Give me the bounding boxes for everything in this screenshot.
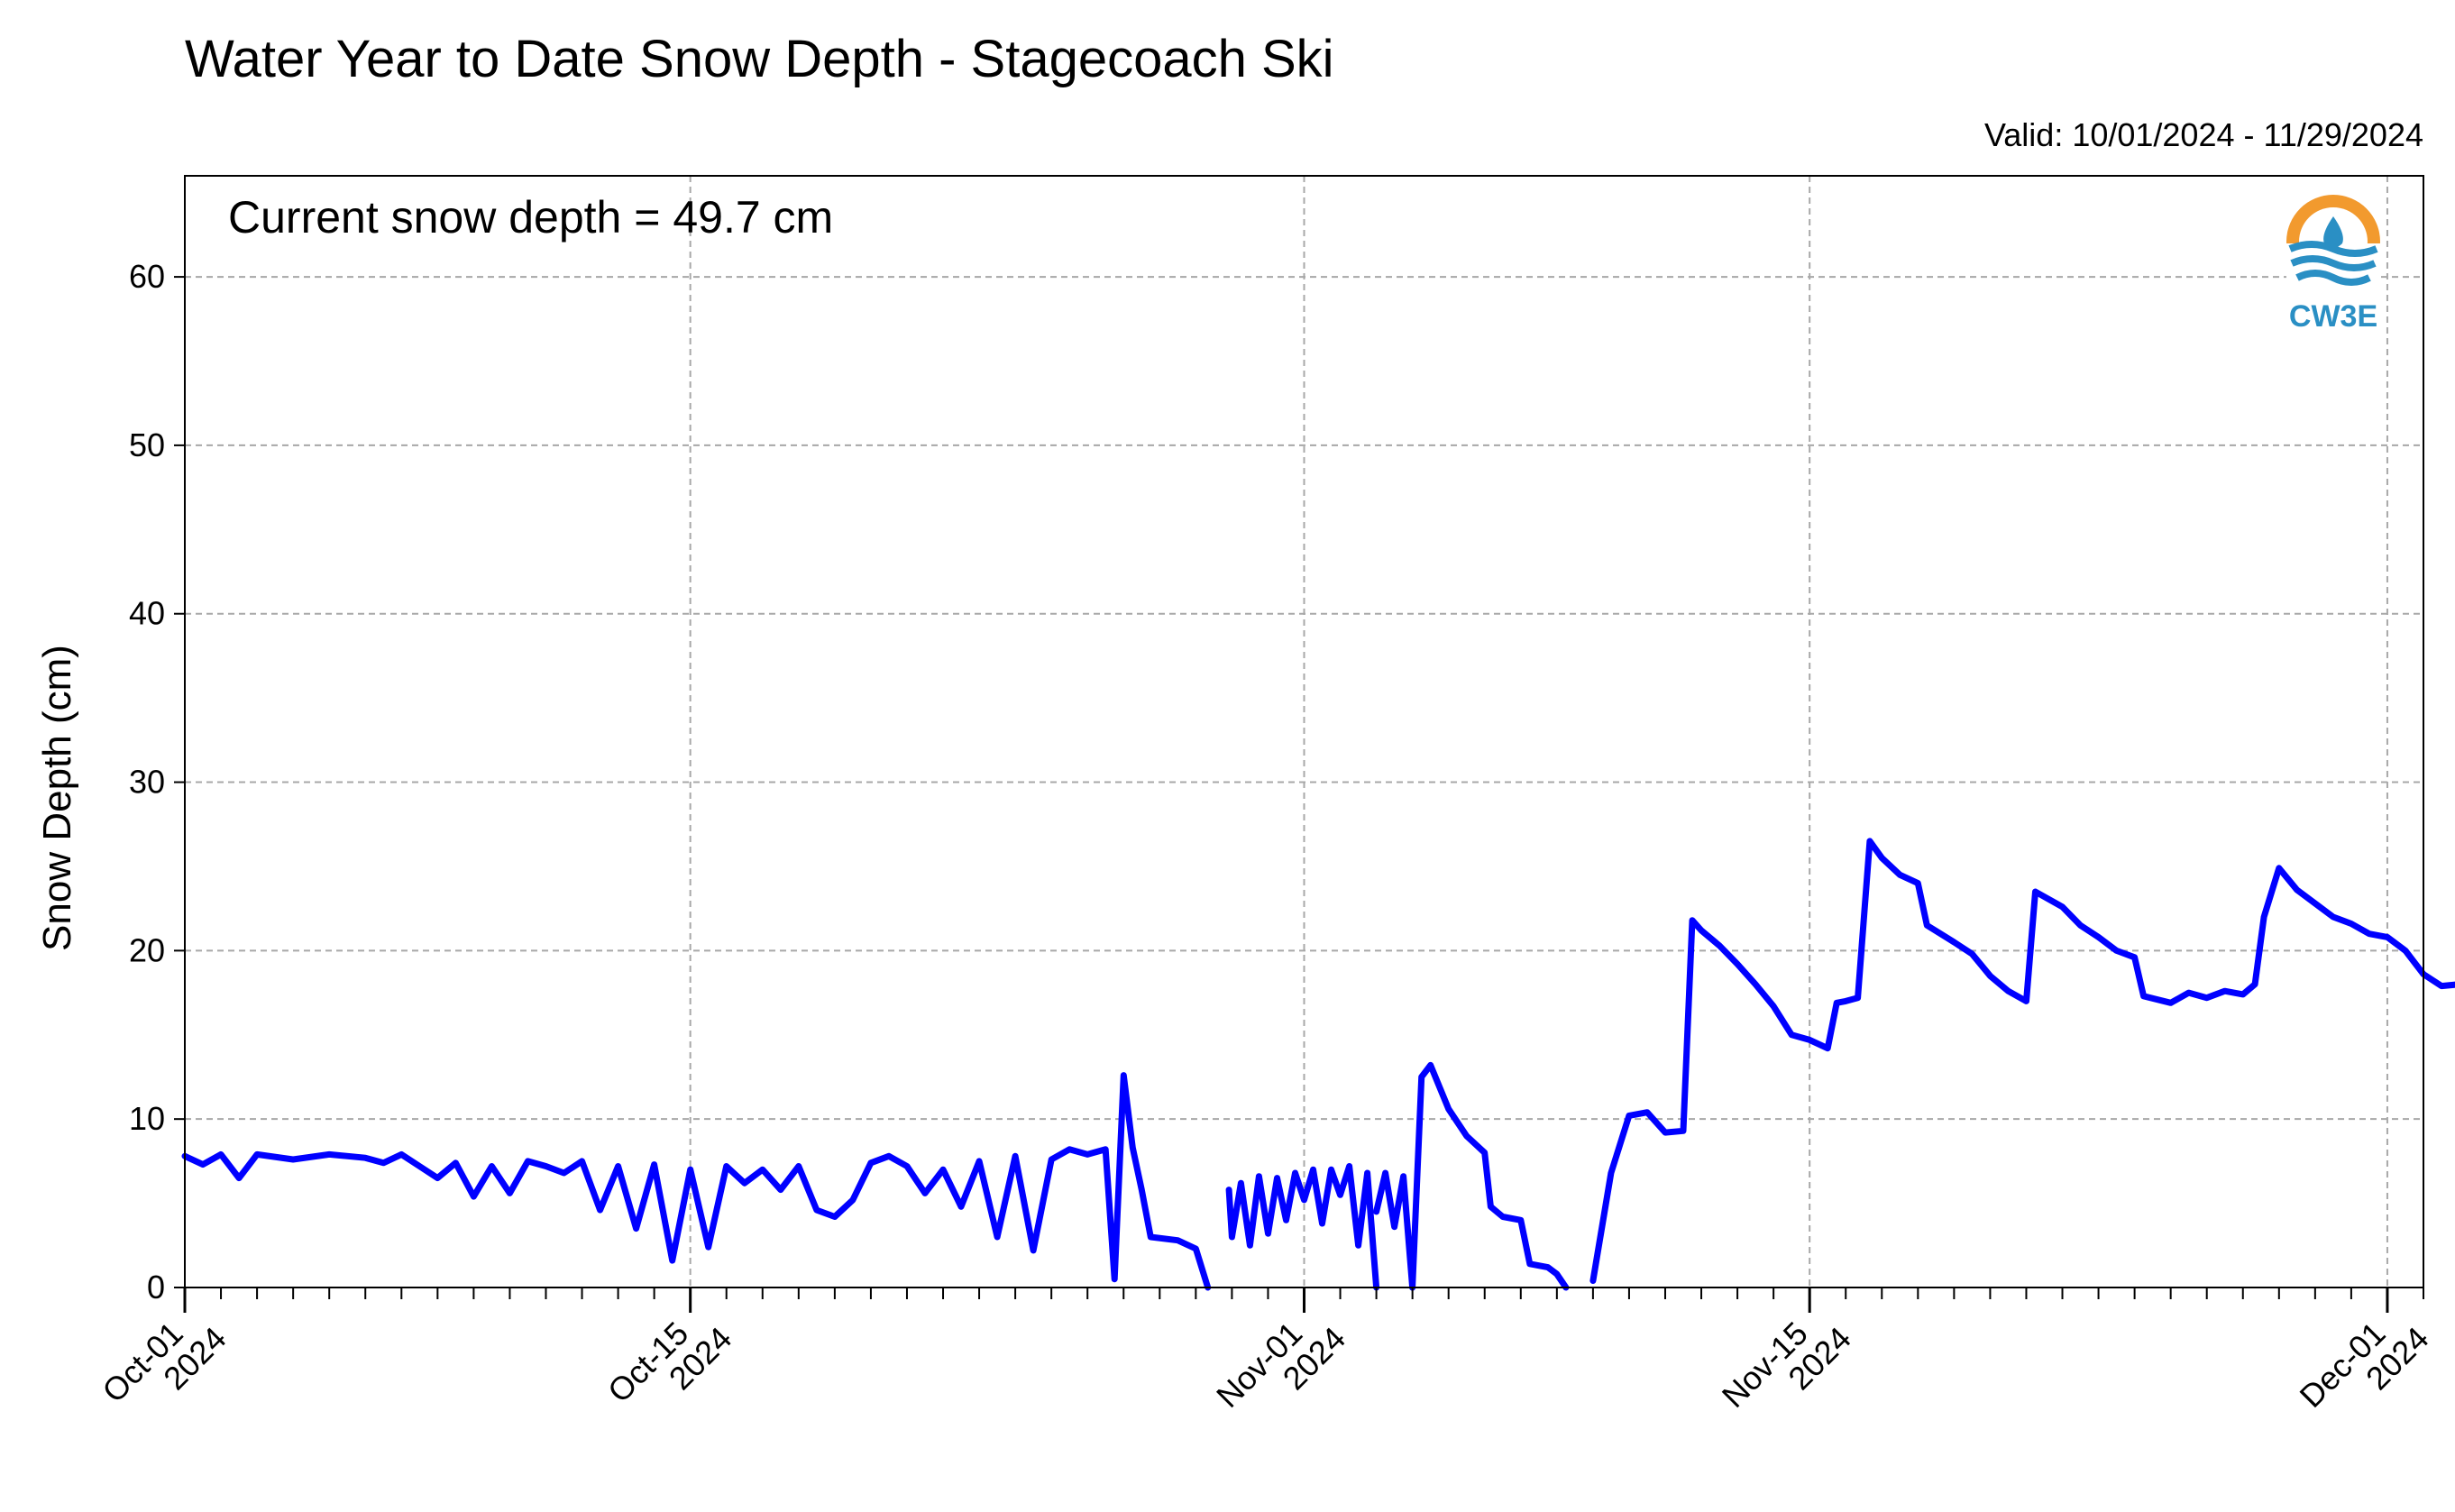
series-layer bbox=[181, 838, 2455, 1291]
y-tick-label: 30 bbox=[129, 764, 165, 801]
y-tick-label: 60 bbox=[129, 258, 165, 295]
snow-depth-line-segment bbox=[181, 1072, 1212, 1291]
snow-depth-line-segment bbox=[1225, 1163, 1380, 1291]
logo-text: CW3E bbox=[2289, 299, 2377, 334]
snow-depth-line-segment bbox=[1409, 1061, 1570, 1291]
y-axis-label: Snow Depth (cm) bbox=[35, 645, 79, 951]
y-tick-label: 10 bbox=[129, 1100, 165, 1137]
current-depth-annotation: Current snow depth = 49.7 cm bbox=[228, 192, 833, 243]
cw3e-logo: CW3E bbox=[2286, 195, 2380, 334]
water-drop-icon bbox=[2323, 216, 2343, 248]
valid-date-range: Valid: 10/01/2024 - 11/29/2024 bbox=[1984, 116, 2423, 153]
snow-depth-line-segment bbox=[1373, 1169, 1416, 1291]
chart-title: Water Year to Date Snow Depth - Stagecoa… bbox=[185, 30, 1334, 88]
grid bbox=[185, 176, 2423, 1287]
y-tick-label: 20 bbox=[129, 931, 165, 968]
y-tick-label: 0 bbox=[147, 1269, 165, 1306]
y-tick-label: 40 bbox=[129, 595, 165, 632]
y-tick-label: 50 bbox=[129, 426, 165, 463]
snow-depth-line-segment bbox=[1589, 838, 2455, 1284]
